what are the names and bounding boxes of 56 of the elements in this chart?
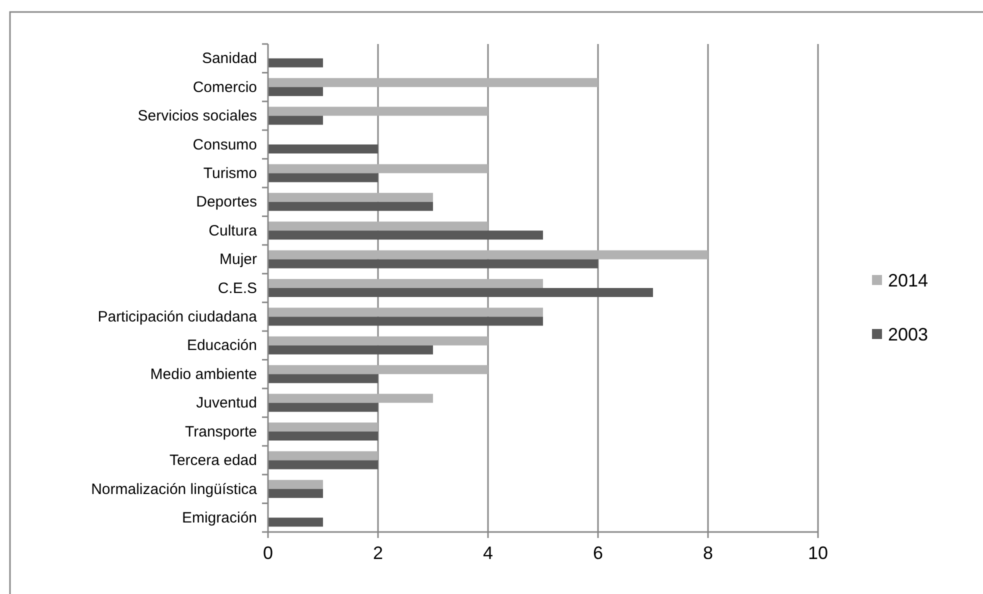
y-tick-label: Deportes (196, 194, 257, 211)
x-tick-label: 8 (702, 543, 714, 563)
bar (268, 259, 598, 268)
bar (268, 192, 433, 202)
y-tick-label: Turismo (203, 164, 257, 182)
bar (268, 480, 323, 489)
y-tick-label: C.E.S (218, 280, 257, 297)
bar (268, 144, 378, 154)
bar (268, 402, 378, 412)
bar (268, 422, 378, 432)
bar (268, 460, 378, 470)
y-tick-label: Consumo (192, 136, 257, 154)
bar (268, 518, 323, 527)
bar (268, 230, 543, 240)
bar (268, 345, 433, 354)
y-tick-label: Transporte (185, 423, 257, 440)
bar (268, 173, 378, 182)
bar (268, 316, 543, 326)
bar (268, 116, 323, 125)
bar (268, 288, 653, 297)
y-tick-label: Comercio (192, 78, 257, 96)
bar (268, 58, 323, 68)
x-tick-label: 6 (592, 543, 604, 563)
y-tick-label: Cultura (208, 222, 258, 240)
y-tick-label: Sanidad (202, 50, 257, 68)
bar (268, 250, 708, 260)
legend-label: 2003 (888, 324, 928, 344)
bar (268, 164, 488, 174)
x-tick-label: 10 (808, 543, 828, 563)
y-tick-label: Participación ciudadana (98, 308, 258, 326)
bar (268, 374, 378, 384)
y-tick-label: Tercera edad (169, 452, 257, 470)
bar (268, 106, 488, 116)
bar (268, 365, 488, 374)
y-tick-label: Educación (186, 337, 257, 354)
bar (268, 78, 598, 88)
y-tick-label: Medio ambiente (150, 366, 257, 383)
bar (268, 222, 488, 231)
bar (268, 488, 323, 498)
y-tick-label: Mujer (219, 251, 257, 268)
y-tick-label: Normalización lingüística (91, 480, 258, 498)
bar (268, 279, 543, 288)
bar (268, 202, 433, 211)
y-tick-label: Emigración (182, 509, 257, 526)
bar (268, 87, 323, 96)
x-tick-label: 4 (482, 543, 494, 563)
bar (268, 336, 488, 346)
y-tick-label: Juventud (196, 394, 257, 412)
x-tick-label: 2 (372, 543, 384, 563)
bar (268, 451, 378, 460)
bar (268, 394, 433, 403)
x-tick-label: 0 (262, 543, 274, 563)
bar (268, 308, 543, 317)
legend-label: 2014 (888, 270, 928, 290)
y-tick-label: Servicios sociales (138, 108, 257, 125)
bar (268, 432, 378, 441)
